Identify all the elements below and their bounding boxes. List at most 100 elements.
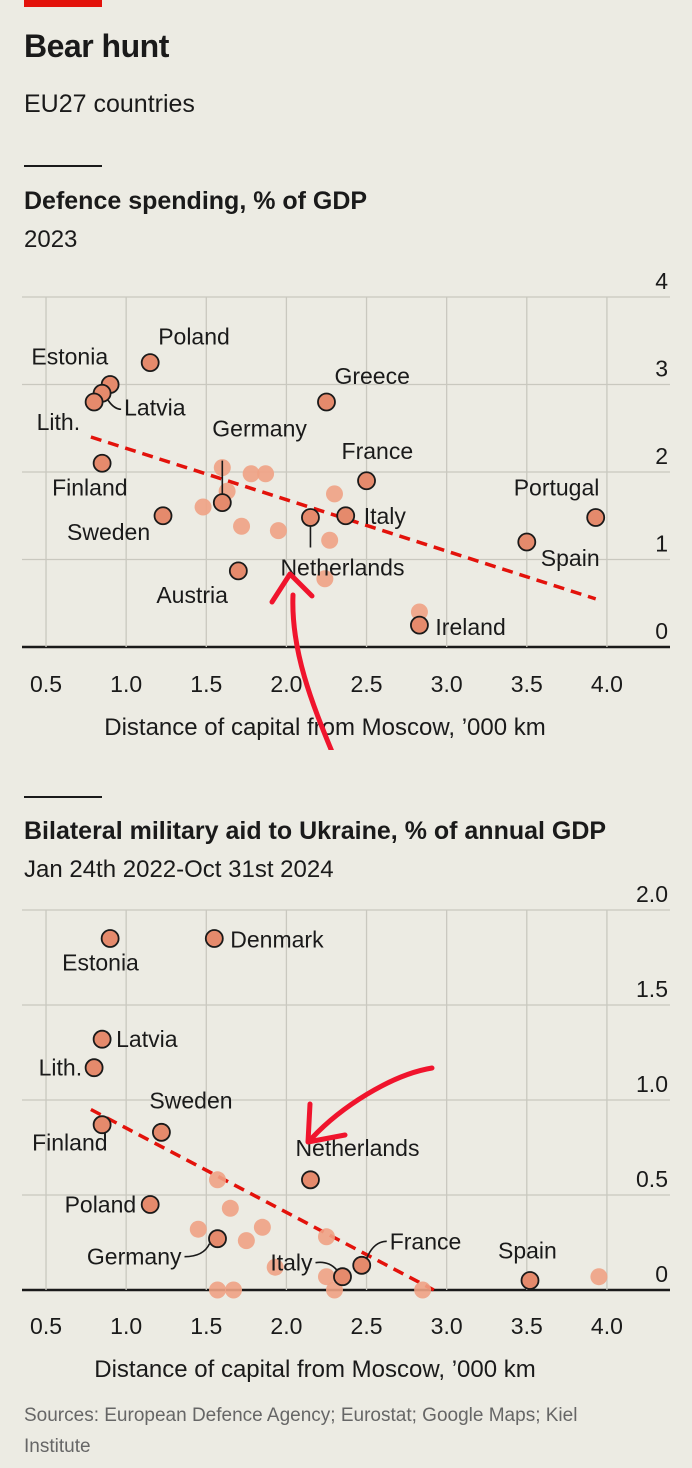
data-point-germany [208, 1229, 227, 1249]
source-note: Sources: European Defence Agency; Eurost… [24, 1405, 578, 1457]
point-label: France [342, 438, 414, 464]
point-label: Sweden [67, 519, 150, 545]
point-label: Poland [158, 324, 230, 350]
x-tick-label: 3.5 [511, 1313, 543, 1339]
chart-subtitle: EU27 countries [24, 90, 195, 118]
data-point [257, 465, 275, 483]
data-point-austria [228, 561, 248, 581]
data-point-france [357, 471, 376, 491]
data-point [194, 498, 212, 516]
data-point-portugal [586, 508, 606, 527]
data-point [590, 1268, 608, 1286]
point-label: Italy [270, 1250, 313, 1276]
data-point [253, 1218, 271, 1236]
panel1-title: Defence spending, % of GDP [24, 187, 368, 215]
data-point [269, 522, 287, 540]
brand-tag [24, 0, 102, 7]
point-label: Estonia [31, 344, 108, 370]
data-point [410, 603, 428, 621]
annotation-arrow [309, 1065, 435, 1141]
data-point-greece [317, 392, 336, 412]
y-tick-label: 1.0 [636, 1071, 668, 1097]
y-tick-label: 0 [655, 618, 668, 644]
annotation-arrowhead [269, 571, 315, 605]
annotation-arrowhead [305, 1101, 348, 1145]
x-tick-label: 1.0 [110, 1313, 142, 1339]
panel1-rule [24, 165, 102, 167]
data-point-ireland [410, 615, 429, 635]
x-tick-label: 3.0 [431, 1313, 463, 1339]
x-tick-label: 3.5 [511, 671, 543, 697]
data-point [225, 1281, 243, 1299]
data-point-latvia [92, 1029, 112, 1049]
x-tick-label: 1.5 [190, 671, 222, 697]
x-tick-label: 4.0 [591, 671, 623, 697]
y-tick-label: 0.5 [636, 1166, 668, 1192]
x-tick-label: 2.0 [270, 671, 302, 697]
data-point [325, 485, 343, 503]
point-label: Latvia [116, 1026, 178, 1052]
x-tick-label: 4.0 [591, 1313, 623, 1339]
point-label: Greece [334, 363, 409, 389]
label-leader [315, 1261, 338, 1271]
label-leader [365, 1240, 387, 1259]
trend-line [90, 1107, 435, 1292]
x-tick-label: 0.5 [30, 1313, 62, 1339]
point-label: Finland [52, 474, 127, 500]
panel2-subtitle: Jan 24th 2022-Oct 31st 2024 [24, 856, 334, 883]
point-label: Finland [32, 1130, 107, 1156]
data-point [209, 1281, 226, 1299]
data-point-estonia [100, 929, 120, 948]
point-label: Lith. [37, 409, 80, 435]
data-point [321, 531, 339, 549]
data-point-lith [84, 392, 104, 412]
x-tick-label: 0.5 [30, 671, 62, 697]
y-tick-label: 3 [655, 356, 668, 382]
x-tick-label: 1.0 [110, 671, 142, 697]
data-point [316, 570, 334, 588]
x-tick-label: 2.5 [351, 1313, 383, 1339]
x-axis-label: Distance of capital from Moscow, ’000 km [94, 1356, 536, 1383]
y-tick-label: 0 [655, 1261, 668, 1287]
point-label: Netherlands [280, 555, 404, 581]
point-label: Sweden [149, 1087, 232, 1113]
y-tick-label: 2.0 [636, 881, 668, 907]
data-point-sweden [152, 1122, 171, 1142]
data-point [317, 1268, 335, 1286]
x-tick-label: 1.5 [190, 1313, 222, 1339]
panel1-subtitle: 2023 [24, 226, 78, 253]
x-tick-label: 2.0 [270, 1313, 302, 1339]
data-point [266, 1258, 284, 1276]
trend-line [90, 435, 597, 601]
point-label: Lith. [39, 1055, 82, 1081]
point-label: Ireland [435, 614, 505, 640]
data-point-spain [517, 532, 537, 552]
data-point-netherlands [301, 508, 320, 527]
y-tick-label: 4 [655, 268, 668, 294]
point-label: France [390, 1228, 462, 1254]
data-point-france [352, 1255, 372, 1275]
data-point [209, 1171, 226, 1189]
data-point-finland [92, 1115, 112, 1135]
x-tick-label: 3.0 [431, 671, 463, 697]
data-point [325, 1281, 343, 1299]
point-label: Portugal [514, 475, 600, 501]
point-label: Spain [498, 1238, 557, 1264]
point-label: Poland [65, 1192, 137, 1218]
point-label: Austria [156, 582, 228, 608]
panel2-rule [24, 796, 102, 798]
label-leader [184, 1243, 211, 1258]
chart-title: Bear hunt [24, 28, 169, 64]
y-tick-label: 1.5 [636, 976, 668, 1002]
y-tick-label: 2 [655, 443, 668, 469]
data-point-spain [520, 1271, 540, 1290]
data-point [317, 1228, 335, 1246]
data-point [237, 1232, 255, 1250]
point-label: Germany [87, 1244, 182, 1270]
data-point [189, 1220, 207, 1238]
data-point-finland [92, 453, 112, 473]
point-label: Estonia [62, 950, 139, 976]
data-point [221, 1199, 239, 1217]
annotation-arrow [290, 592, 334, 750]
